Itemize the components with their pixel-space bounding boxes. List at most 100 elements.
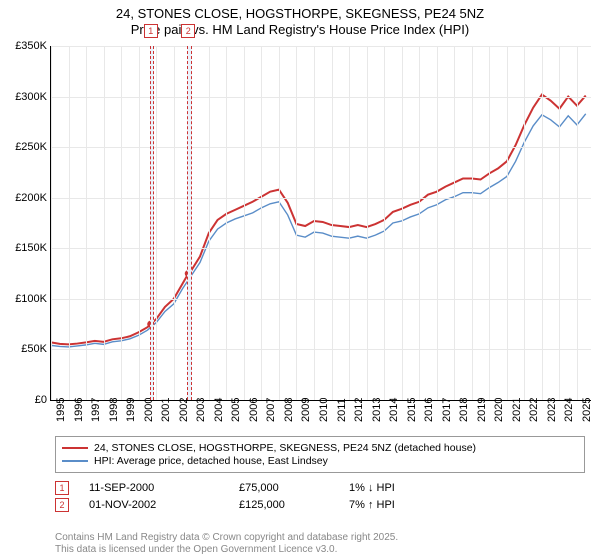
- x-axis-label: 2004: [213, 392, 225, 422]
- gridline-v: [454, 46, 455, 400]
- y-axis-label: £300K: [1, 91, 47, 103]
- gridline-v: [261, 46, 262, 400]
- x-axis-label: 2013: [371, 392, 383, 422]
- x-axis-label: 1997: [90, 392, 102, 422]
- x-axis-label: 2009: [300, 392, 312, 422]
- gridline-h: [51, 46, 591, 47]
- title-block: 24, STONES CLOSE, HOGSTHORPE, SKEGNESS, …: [0, 0, 600, 39]
- sale-vband: [187, 46, 192, 400]
- gridline-v: [174, 46, 175, 400]
- sale-row-price: £125,000: [239, 499, 349, 511]
- x-axis-label: 2007: [265, 392, 277, 422]
- sale-marker-top: 1: [144, 24, 158, 38]
- chart-container: 24, STONES CLOSE, HOGSTHORPE, SKEGNESS, …: [0, 0, 600, 560]
- gridline-v: [244, 46, 245, 400]
- gridline-v: [139, 46, 140, 400]
- sale-row: 1 11-SEP-2000£75,0001% ↓ HPI: [55, 481, 585, 495]
- gridline-v: [51, 46, 52, 400]
- gridline-h: [51, 198, 591, 199]
- x-axis-label: 2014: [388, 392, 400, 422]
- sale-row-hpi: 7% ↑ HPI: [349, 499, 585, 511]
- x-axis-label: 1999: [125, 392, 137, 422]
- legend-swatch-property: [62, 447, 88, 449]
- gridline-v: [86, 46, 87, 400]
- chart-plot-area: £0£50K£100K£150K£200K£250K£300K£350K1995…: [50, 46, 591, 401]
- gridline-v: [507, 46, 508, 400]
- gridline-v: [314, 46, 315, 400]
- series-line: [51, 114, 586, 347]
- footer-attribution: Contains HM Land Registry data © Crown c…: [55, 532, 398, 556]
- gridline-v: [384, 46, 385, 400]
- sale-row-price: £75,000: [239, 482, 349, 494]
- x-axis-label: 2001: [160, 392, 172, 422]
- gridline-v: [226, 46, 227, 400]
- gridline-v: [437, 46, 438, 400]
- gridline-v: [419, 46, 420, 400]
- gridline-v: [489, 46, 490, 400]
- sale-row-date: 01-NOV-2002: [89, 499, 239, 511]
- gridline-v: [121, 46, 122, 400]
- gridline-v: [349, 46, 350, 400]
- x-axis-label: 2008: [283, 392, 295, 422]
- x-axis-label: 2016: [423, 392, 435, 422]
- gridline-v: [296, 46, 297, 400]
- x-axis-label: 2018: [458, 392, 470, 422]
- x-axis-label: 1996: [73, 392, 85, 422]
- x-axis-label: 2024: [563, 392, 575, 422]
- gridline-v: [402, 46, 403, 400]
- y-axis-label: £350K: [1, 40, 47, 52]
- gridline-v: [332, 46, 333, 400]
- sale-row-hpi: 1% ↓ HPI: [349, 482, 585, 494]
- x-axis-label: 2019: [476, 392, 488, 422]
- sale-annotations: 1 11-SEP-2000£75,0001% ↓ HPI 2 01-NOV-2002£…: [55, 478, 585, 515]
- gridline-v: [577, 46, 578, 400]
- x-axis-label: 2020: [493, 392, 505, 422]
- x-axis-label: 2012: [353, 392, 365, 422]
- sale-row-marker: 1: [55, 481, 69, 495]
- gridline-v: [542, 46, 543, 400]
- series-line: [51, 95, 586, 345]
- legend-label-property: 24, STONES CLOSE, HOGSTHORPE, SKEGNESS, …: [94, 442, 476, 454]
- x-axis-label: 2023: [546, 392, 558, 422]
- legend-label-hpi: HPI: Average price, detached house, East…: [94, 455, 328, 467]
- legend-item-property: 24, STONES CLOSE, HOGSTHORPE, SKEGNESS, …: [62, 442, 578, 454]
- x-axis-label: 1998: [108, 392, 120, 422]
- title-line-2: Price paid vs. HM Land Registry's House …: [0, 22, 600, 38]
- sale-row-date: 11-SEP-2000: [89, 482, 239, 494]
- x-axis-label: 2025: [581, 392, 593, 422]
- legend-item-hpi: HPI: Average price, detached house, East…: [62, 455, 578, 467]
- legend-box: 24, STONES CLOSE, HOGSTHORPE, SKEGNESS, …: [55, 436, 585, 473]
- gridline-v: [209, 46, 210, 400]
- x-axis-label: 2011: [336, 392, 348, 422]
- gridline-h: [51, 147, 591, 148]
- x-axis-label: 2005: [230, 392, 242, 422]
- footer-line-2: This data is licensed under the Open Gov…: [55, 544, 398, 556]
- gridline-v: [104, 46, 105, 400]
- y-axis-label: £250K: [1, 141, 47, 153]
- y-axis-label: £150K: [1, 242, 47, 254]
- sale-marker-top: 2: [181, 24, 195, 38]
- x-axis-label: 2003: [195, 392, 207, 422]
- gridline-v: [559, 46, 560, 400]
- y-axis-label: £200K: [1, 192, 47, 204]
- sale-vband: [150, 46, 155, 400]
- x-axis-label: 2017: [441, 392, 453, 422]
- gridline-v: [524, 46, 525, 400]
- x-axis-label: 2015: [406, 392, 418, 422]
- x-axis-label: 2010: [318, 392, 330, 422]
- x-axis-label: 2006: [248, 392, 260, 422]
- gridline-v: [69, 46, 70, 400]
- sale-row: 2 01-NOV-2002£125,0007% ↑ HPI: [55, 498, 585, 512]
- gridline-h: [51, 349, 591, 350]
- sale-row-marker: 2: [55, 498, 69, 512]
- gridline-v: [367, 46, 368, 400]
- y-axis-label: £100K: [1, 293, 47, 305]
- legend-swatch-hpi: [62, 460, 88, 462]
- gridline-h: [51, 248, 591, 249]
- gridline-v: [156, 46, 157, 400]
- gridline-h: [51, 299, 591, 300]
- y-axis-label: £0: [1, 394, 47, 406]
- y-axis-label: £50K: [1, 343, 47, 355]
- gridline-v: [472, 46, 473, 400]
- footer-line-1: Contains HM Land Registry data © Crown c…: [55, 532, 398, 544]
